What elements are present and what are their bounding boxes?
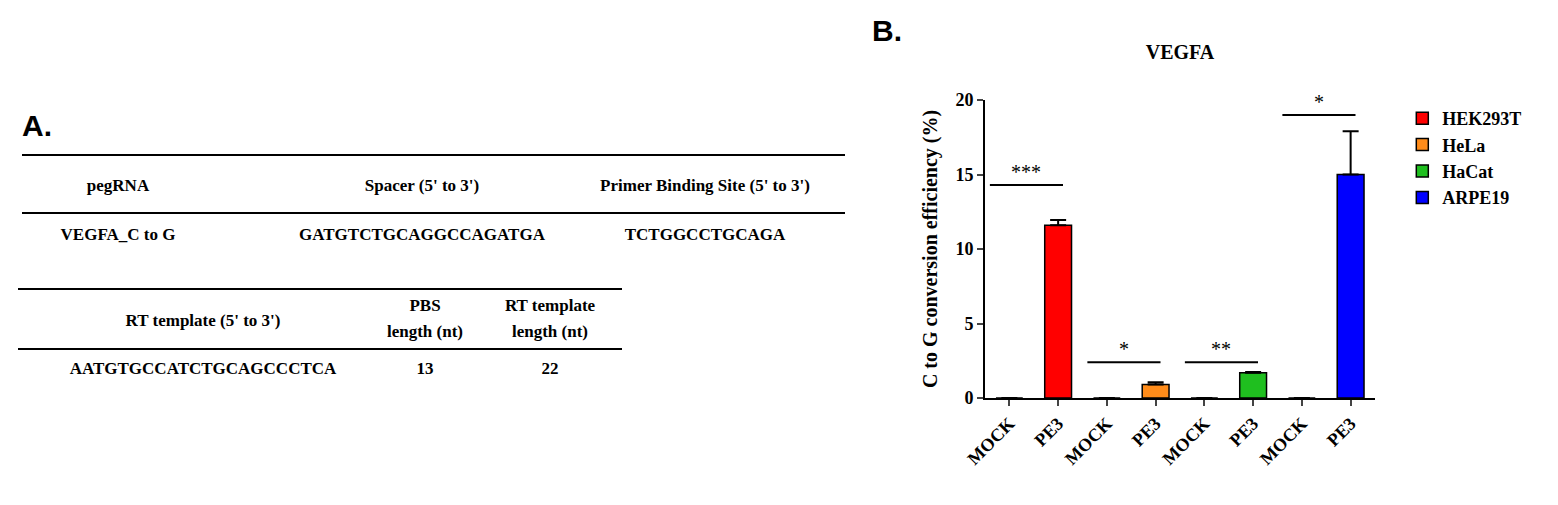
svg-text:5: 5	[964, 314, 973, 334]
svg-text:PE3: PE3	[1323, 414, 1360, 451]
svg-text:RT template (5' to 3'): RT template (5' to 3')	[126, 311, 281, 330]
svg-text:MOCK: MOCK	[1158, 414, 1213, 469]
svg-text:*: *	[1119, 338, 1129, 360]
svg-text:PE3: PE3	[1031, 414, 1068, 451]
svg-text:ARPE19: ARPE19	[1442, 188, 1509, 208]
svg-text:RT template: RT template	[505, 296, 596, 315]
svg-text:AATGTGCCATCTGCAGCCCTCA: AATGTGCCATCTGCAGCCCTCA	[70, 359, 337, 378]
svg-text:10: 10	[955, 239, 973, 259]
svg-text:20: 20	[955, 90, 973, 110]
svg-text:***: ***	[1011, 161, 1041, 183]
svg-text:0: 0	[964, 388, 973, 408]
svg-text:PE3: PE3	[1226, 414, 1263, 451]
svg-text:PBS: PBS	[409, 296, 440, 315]
svg-text:A.: A.	[22, 109, 52, 142]
svg-text:C to G conversion efficiency (: C to G conversion efficiency (%)	[919, 110, 942, 388]
svg-text:GATGTCTGCAGGCCAGATGA: GATGTCTGCAGGCCAGATGA	[299, 225, 546, 244]
svg-text:VEGFA: VEGFA	[1146, 41, 1215, 63]
svg-text:Spacer (5' to 3'): Spacer (5' to 3')	[365, 176, 479, 195]
svg-text:*: *	[1314, 91, 1324, 113]
svg-text:MOCK: MOCK	[1061, 414, 1116, 469]
svg-text:22: 22	[542, 359, 559, 378]
svg-text:HEK293T: HEK293T	[1442, 109, 1521, 129]
svg-text:HaCat: HaCat	[1442, 162, 1493, 182]
svg-text:PE3: PE3	[1128, 414, 1165, 451]
svg-text:VEGFA_C to G: VEGFA_C to G	[61, 225, 176, 244]
svg-text:pegRNA: pegRNA	[87, 176, 150, 195]
svg-text:13: 13	[417, 359, 434, 378]
svg-text:Primer Binding Site (5' to 3'): Primer Binding Site (5' to 3')	[600, 176, 810, 195]
svg-text:HeLa: HeLa	[1442, 136, 1485, 156]
html-text:B.: B.	[872, 14, 902, 47]
svg-text:15: 15	[955, 165, 973, 185]
svg-text:length (nt): length (nt)	[512, 322, 588, 341]
svg-text:MOCK: MOCK	[1256, 414, 1311, 469]
svg-text:length (nt): length (nt)	[387, 322, 463, 341]
svg-text:TCTGGCCTGCAGA: TCTGGCCTGCAGA	[625, 225, 786, 244]
svg-text:MOCK: MOCK	[963, 414, 1018, 469]
svg-text:**: **	[1211, 338, 1231, 360]
